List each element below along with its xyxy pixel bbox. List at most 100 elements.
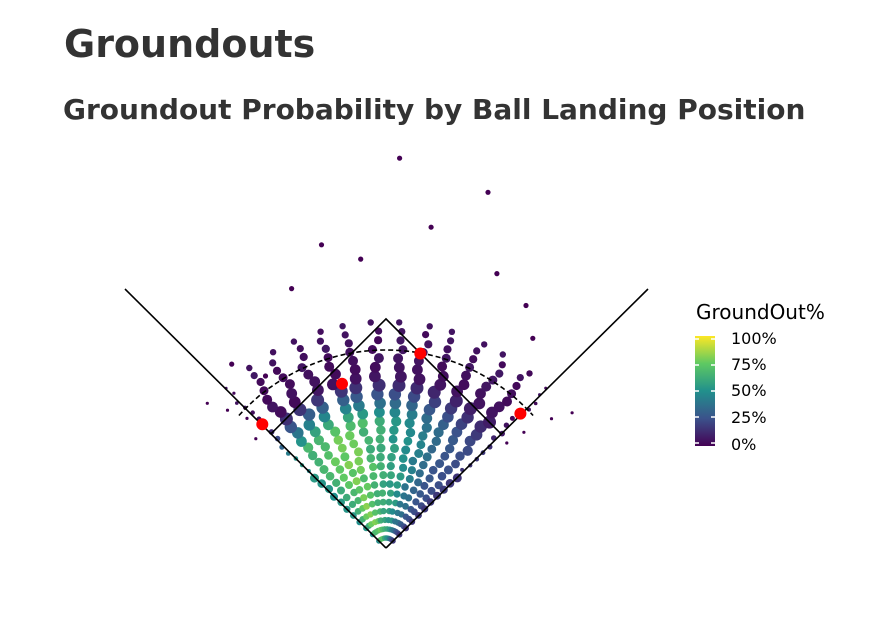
probability-dot xyxy=(339,323,346,330)
probability-dot xyxy=(330,457,340,467)
probability-dot xyxy=(337,443,347,453)
probability-dot xyxy=(364,436,374,445)
probability-dot xyxy=(375,434,385,444)
probability-dot xyxy=(427,444,437,454)
probability-dot xyxy=(354,447,363,457)
probability-dot xyxy=(495,369,504,378)
probability-dot xyxy=(286,388,298,399)
legend-tick-50: 50% xyxy=(731,381,767,400)
probability-dot xyxy=(284,379,295,390)
fielder-marker xyxy=(256,418,269,431)
probability-dot xyxy=(416,490,425,498)
probability-dot xyxy=(335,465,345,474)
probability-dot xyxy=(398,454,408,463)
probability-dot xyxy=(379,498,387,506)
probability-dot xyxy=(433,427,444,438)
probability-dot xyxy=(433,491,441,500)
probability-dot xyxy=(404,418,415,429)
probability-dot xyxy=(445,479,455,488)
probability-dot xyxy=(316,337,324,345)
probability-dot xyxy=(426,498,435,506)
probability-dot xyxy=(337,486,345,495)
probability-dot xyxy=(485,189,491,195)
probability-dot xyxy=(363,482,372,491)
probability-dot xyxy=(376,462,385,471)
probability-dot xyxy=(393,362,405,373)
probability-dot xyxy=(366,444,375,454)
probability-dot xyxy=(369,472,378,481)
probability-dot xyxy=(408,456,418,466)
probability-dot xyxy=(451,459,460,469)
probability-dot xyxy=(269,359,277,367)
probability-dot xyxy=(396,336,405,345)
probability-dot xyxy=(349,364,361,375)
probability-dot xyxy=(434,378,447,391)
probability-dot xyxy=(509,415,515,421)
probability-dot xyxy=(412,498,420,506)
probability-dot xyxy=(324,361,335,372)
probability-dot xyxy=(269,349,277,356)
probability-dot xyxy=(431,436,441,446)
probability-dot xyxy=(321,344,330,353)
probability-dot xyxy=(323,353,333,363)
probability-dot xyxy=(405,427,416,438)
probability-dot xyxy=(393,481,402,489)
probability-dot xyxy=(458,379,470,391)
probability-dot xyxy=(288,396,301,409)
probability-dot xyxy=(449,394,463,408)
probability-dot xyxy=(406,409,418,420)
probability-dot xyxy=(340,452,350,462)
probability-dot xyxy=(312,384,324,396)
legend-tick-75: 75% xyxy=(731,355,767,374)
probability-dot xyxy=(229,361,235,367)
probability-dot xyxy=(366,454,376,463)
probability-dot xyxy=(256,377,265,387)
probability-dot xyxy=(393,490,401,498)
probability-dot xyxy=(345,347,355,357)
probability-dot xyxy=(405,494,413,502)
probability-dot xyxy=(385,498,393,506)
probability-dot xyxy=(374,406,385,418)
probability-dot xyxy=(274,406,287,418)
legend-tick-100: 100% xyxy=(731,329,777,348)
probability-dot xyxy=(348,500,357,508)
probability-dot xyxy=(422,331,430,339)
probability-dot xyxy=(332,478,341,487)
probability-dot xyxy=(314,457,324,467)
probability-dot xyxy=(428,224,434,230)
probability-dot xyxy=(342,411,354,423)
probability-dot xyxy=(420,481,429,490)
legend-tick-25: 25% xyxy=(731,408,767,427)
probability-dot xyxy=(369,462,378,472)
probability-dot xyxy=(416,440,426,450)
probability-dot xyxy=(318,410,331,423)
fielder-marker xyxy=(414,347,427,360)
probability-dot xyxy=(414,449,424,458)
probability-dot xyxy=(396,500,404,508)
probability-dot xyxy=(439,485,448,494)
probability-dot xyxy=(374,416,385,427)
probability-dot xyxy=(373,490,381,498)
legend-colorbar xyxy=(695,336,715,446)
probability-dot xyxy=(386,480,394,488)
probability-dot xyxy=(397,155,403,161)
probability-dot xyxy=(418,431,428,441)
probability-dot xyxy=(443,465,453,475)
probability-dot xyxy=(357,408,369,420)
probability-dot xyxy=(324,484,334,494)
probability-dot xyxy=(523,302,529,309)
probability-dot xyxy=(348,355,358,366)
probability-dot xyxy=(254,437,258,441)
probability-dot xyxy=(447,435,459,446)
probability-dot xyxy=(396,472,405,481)
probability-dot xyxy=(413,373,426,386)
probability-dot xyxy=(272,366,282,375)
probability-dot xyxy=(374,336,383,345)
probability-dot xyxy=(412,364,423,376)
probability-dot xyxy=(387,489,395,497)
fielder-markers xyxy=(256,347,527,431)
probability-dot xyxy=(421,412,433,424)
probability-dot xyxy=(376,452,385,462)
probability-dot xyxy=(311,393,325,407)
infield-arc xyxy=(238,349,534,417)
